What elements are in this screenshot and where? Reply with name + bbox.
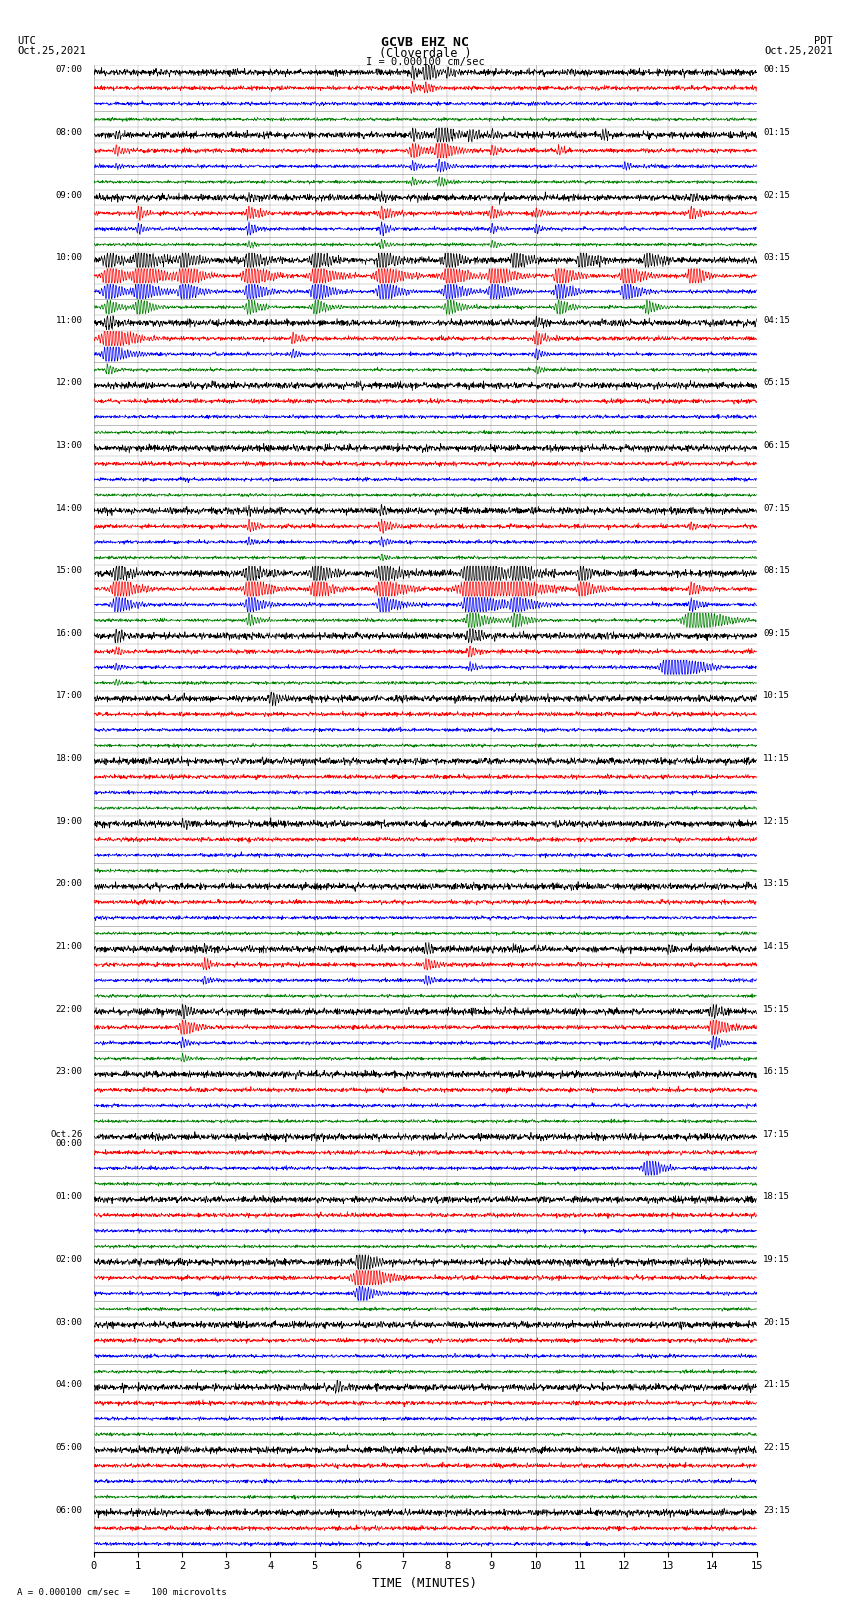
X-axis label: TIME (MINUTES): TIME (MINUTES)	[372, 1578, 478, 1590]
Text: 14:15: 14:15	[763, 942, 790, 952]
Text: 12:00: 12:00	[55, 379, 82, 387]
Text: 16:15: 16:15	[763, 1068, 790, 1076]
Text: 20:15: 20:15	[763, 1318, 790, 1326]
Text: 01:00: 01:00	[55, 1192, 82, 1202]
Text: Oct.25,2021: Oct.25,2021	[764, 45, 833, 56]
Text: 21:00: 21:00	[55, 942, 82, 952]
Text: 06:15: 06:15	[763, 440, 790, 450]
Text: 23:15: 23:15	[763, 1505, 790, 1515]
Text: 11:00: 11:00	[55, 316, 82, 324]
Text: 03:00: 03:00	[55, 1318, 82, 1326]
Text: UTC: UTC	[17, 37, 36, 47]
Text: 11:15: 11:15	[763, 755, 790, 763]
Text: 05:00: 05:00	[55, 1444, 82, 1452]
Text: 06:00: 06:00	[55, 1505, 82, 1515]
Text: 09:15: 09:15	[763, 629, 790, 637]
Text: PDT: PDT	[814, 37, 833, 47]
Text: 19:15: 19:15	[763, 1255, 790, 1265]
Text: 08:15: 08:15	[763, 566, 790, 576]
Text: 04:00: 04:00	[55, 1381, 82, 1389]
Text: 14:00: 14:00	[55, 503, 82, 513]
Text: 15:00: 15:00	[55, 566, 82, 576]
Text: I = 0.000100 cm/sec: I = 0.000100 cm/sec	[366, 56, 484, 66]
Text: (Cloverdale ): (Cloverdale )	[379, 47, 471, 60]
Text: 13:00: 13:00	[55, 440, 82, 450]
Text: 23:00: 23:00	[55, 1068, 82, 1076]
Text: Oct.25,2021: Oct.25,2021	[17, 45, 86, 56]
Text: 01:15: 01:15	[763, 127, 790, 137]
Text: 18:15: 18:15	[763, 1192, 790, 1202]
Text: 19:00: 19:00	[55, 816, 82, 826]
Text: 22:15: 22:15	[763, 1444, 790, 1452]
Text: 07:15: 07:15	[763, 503, 790, 513]
Text: 10:15: 10:15	[763, 692, 790, 700]
Text: 10:00: 10:00	[55, 253, 82, 263]
Text: 15:15: 15:15	[763, 1005, 790, 1013]
Text: 02:15: 02:15	[763, 190, 790, 200]
Text: 03:15: 03:15	[763, 253, 790, 263]
Text: Oct.26: Oct.26	[50, 1129, 82, 1139]
Text: 12:15: 12:15	[763, 816, 790, 826]
Text: 17:00: 17:00	[55, 692, 82, 700]
Text: 04:15: 04:15	[763, 316, 790, 324]
Text: 00:15: 00:15	[763, 65, 790, 74]
Text: 18:00: 18:00	[55, 755, 82, 763]
Text: 07:00: 07:00	[55, 65, 82, 74]
Text: A = 0.000100 cm/sec =    100 microvolts: A = 0.000100 cm/sec = 100 microvolts	[17, 1587, 227, 1597]
Text: 08:00: 08:00	[55, 127, 82, 137]
Text: 17:15: 17:15	[763, 1129, 790, 1139]
Text: GCVB EHZ NC: GCVB EHZ NC	[381, 37, 469, 50]
Text: 16:00: 16:00	[55, 629, 82, 637]
Text: 20:00: 20:00	[55, 879, 82, 889]
Text: 09:00: 09:00	[55, 190, 82, 200]
Text: 00:00: 00:00	[55, 1139, 82, 1148]
Text: 21:15: 21:15	[763, 1381, 790, 1389]
Text: 05:15: 05:15	[763, 379, 790, 387]
Text: 02:00: 02:00	[55, 1255, 82, 1265]
Text: 13:15: 13:15	[763, 879, 790, 889]
Text: 22:00: 22:00	[55, 1005, 82, 1013]
